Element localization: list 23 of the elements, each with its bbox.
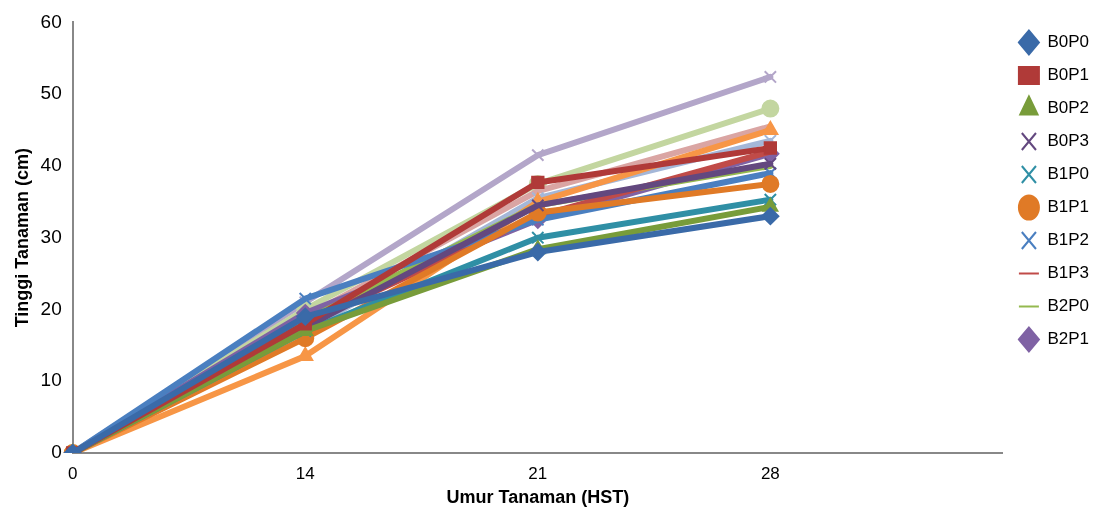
- legend-label: B2P0: [1047, 296, 1090, 316]
- legend-label: B0P1: [1047, 65, 1090, 85]
- y-tick-label: 10: [40, 369, 62, 391]
- legend-label: B0P2: [1047, 98, 1090, 118]
- legend-label: B0P0: [1047, 32, 1090, 52]
- y-tick-label: 60: [40, 10, 62, 32]
- y-tick-label: 20: [40, 297, 62, 319]
- legend-label: B2P1: [1047, 329, 1090, 349]
- y-tick-label: 30: [40, 225, 62, 247]
- legend-label: B0P3: [1047, 131, 1090, 151]
- legend-label: B1P2: [1047, 230, 1090, 250]
- x-tick-label: 0: [68, 463, 78, 483]
- y-tick-label: 50: [40, 82, 62, 104]
- x-tick-label: 21: [528, 463, 548, 483]
- y-tick-label: 40: [40, 154, 62, 176]
- y-tick-label: 0: [51, 441, 62, 463]
- legend-label: B1P1: [1047, 197, 1090, 217]
- x-axis-title: Umur Tanaman (HST): [446, 487, 630, 508]
- legend-label: B1P3: [1047, 263, 1090, 283]
- x-tick-label: 14: [295, 463, 315, 483]
- y-axis-title: Tinggi Tanaman (cm): [11, 148, 32, 328]
- legend-label: B1P0: [1047, 164, 1090, 184]
- x-tick-label: 28: [760, 463, 780, 483]
